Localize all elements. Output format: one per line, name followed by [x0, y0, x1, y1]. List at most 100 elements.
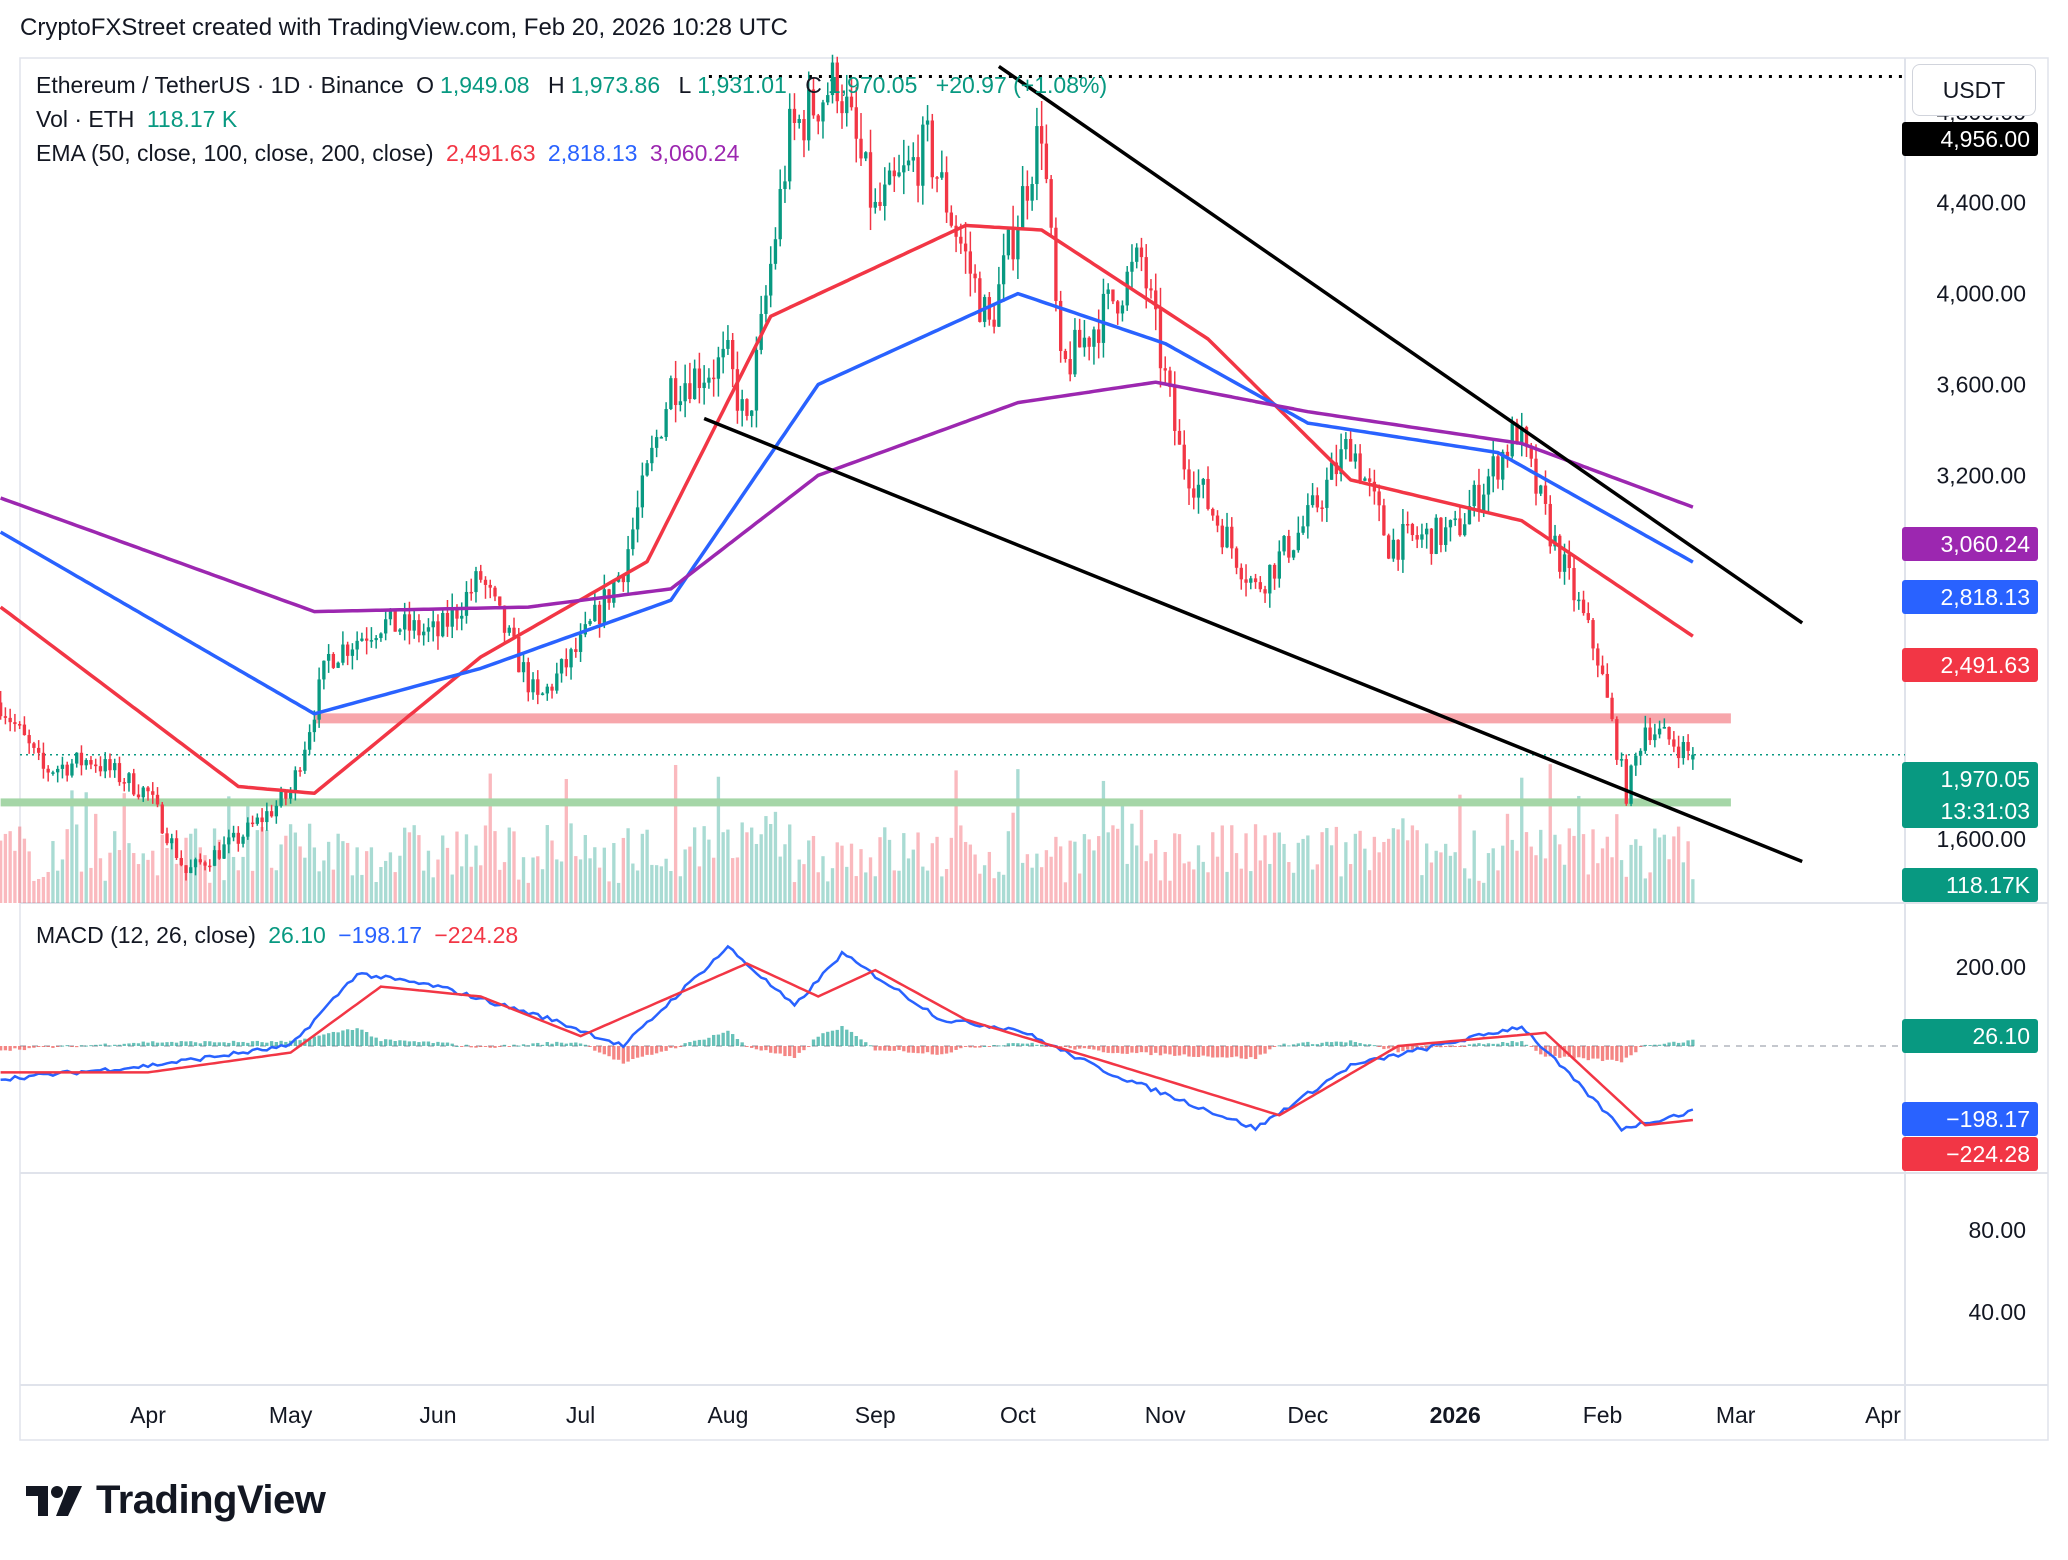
volume-bar: [1173, 833, 1177, 903]
candle-body: [916, 157, 920, 186]
volume-bar: [1272, 832, 1277, 903]
volume-bar: [1135, 845, 1139, 903]
volume-bar: [1139, 809, 1144, 903]
macd-histogram-bar: [1120, 1046, 1125, 1054]
macd-histogram-bar: [1287, 1045, 1291, 1047]
volume-bar: [930, 843, 934, 903]
volume-bar: [1415, 830, 1419, 903]
candle-body: [151, 791, 155, 795]
open-label: O: [416, 72, 435, 98]
candle-body: [1025, 186, 1030, 201]
volume-bar: [1020, 862, 1025, 903]
volume-bar: [830, 868, 835, 903]
macd-histogram-bar: [1482, 1044, 1486, 1046]
ema-label[interactable]: EMA (50, close, 100, close, 200, close): [36, 140, 434, 166]
macd-histogram-bar: [1016, 1043, 1020, 1046]
volume-bar: [1562, 864, 1567, 903]
candle-body: [973, 273, 977, 279]
macd-histogram-bar: [1348, 1040, 1353, 1046]
volume-bar: [1686, 841, 1690, 903]
candle-body: [1458, 518, 1462, 536]
macd-histogram-bar: [840, 1026, 844, 1046]
volume-bar: [1615, 814, 1619, 903]
volume-bar: [288, 824, 293, 903]
volume-bar: [1158, 880, 1163, 903]
candle-body: [1648, 727, 1652, 741]
volume-bar: [949, 837, 953, 903]
volume-bar: [645, 829, 649, 903]
macd-histogram-bar: [769, 1046, 773, 1053]
candle-body: [1410, 524, 1415, 536]
volume-bar: [174, 863, 179, 903]
low-number: 1,931.01: [697, 72, 787, 98]
candle-body: [1558, 535, 1562, 572]
candle-body: [1272, 564, 1277, 579]
macd-histogram-bar: [1320, 1042, 1324, 1046]
candle-body: [0, 702, 3, 717]
price-tick-label: 3,200.00: [1936, 462, 2026, 488]
volume-bar: [331, 869, 336, 903]
volume-bar: [1120, 804, 1125, 903]
candle-body: [726, 339, 730, 349]
macd-histogram-bar: [1657, 1044, 1662, 1046]
volume-bar: [1691, 879, 1695, 903]
currency-button[interactable]: USDT: [1912, 64, 2036, 116]
candle-body: [136, 794, 141, 798]
macd-histogram-bar: [1063, 1046, 1068, 1047]
volume-bar: [336, 833, 340, 903]
volume-bar: [1467, 878, 1472, 903]
macd-histogram-bar: [1035, 1044, 1039, 1046]
macd-histogram-bar: [1596, 1046, 1600, 1059]
candle-body: [1282, 535, 1286, 552]
macd-histogram-bar: [645, 1046, 649, 1055]
macd-label[interactable]: MACD (12, 26, close): [36, 922, 256, 948]
high-value: H 1,973.86: [548, 72, 666, 98]
volume-bar: [997, 871, 1001, 903]
macd-histogram-bar: [873, 1046, 877, 1051]
volume-bar: [1291, 872, 1296, 903]
volume-bar: [431, 877, 435, 903]
volume-bar: [1249, 871, 1253, 903]
macd-histogram-bar: [1325, 1041, 1329, 1046]
macd-histogram-bar: [212, 1042, 217, 1046]
volume-bar: [745, 832, 749, 903]
macd-histogram-bar: [930, 1046, 934, 1055]
macd-histogram-bar: [992, 1044, 996, 1046]
volume-bar: [602, 847, 606, 903]
volume-bar: [878, 837, 882, 903]
candle-body: [1296, 532, 1300, 551]
volume-label[interactable]: Vol · ETH: [36, 106, 135, 132]
symbol-label[interactable]: Ethereum / TetherUS · 1D · Binance: [36, 72, 404, 98]
volume-bar: [350, 875, 355, 903]
macd-histogram-bar: [1130, 1046, 1134, 1053]
candle-body: [1686, 742, 1690, 751]
volume-bar: [1177, 834, 1182, 903]
candle-body: [578, 634, 583, 652]
volume-bar: [559, 861, 564, 903]
macd-histogram-bar: [1629, 1046, 1633, 1056]
candle-body: [635, 507, 640, 530]
candle-body: [1619, 759, 1624, 761]
macd-histogram-bar: [355, 1028, 359, 1046]
macd-histogram-bar: [1116, 1046, 1120, 1053]
volume-bar: [89, 867, 93, 903]
tradingview-brand[interactable]: TradingView: [24, 1478, 326, 1523]
macd-histogram-bar: [8, 1046, 12, 1051]
candle-body: [574, 649, 578, 652]
candle-body: [1543, 485, 1548, 504]
macd-histogram-bar: [1672, 1041, 1676, 1046]
volume-bar: [640, 833, 645, 903]
candle-body: [697, 368, 702, 389]
macd-histogram-bar: [982, 1045, 987, 1047]
macd-histogram-bar: [1206, 1046, 1210, 1057]
macd-legend: MACD (12, 26, close) 26.10 −198.17 −224.…: [36, 922, 524, 949]
candle-body: [312, 719, 317, 733]
macd-histogram-bar: [578, 1043, 583, 1046]
macd-histogram-bar: [307, 1039, 312, 1046]
candle-body: [830, 62, 835, 96]
candle-body: [1201, 478, 1205, 485]
volume-bar: [849, 843, 854, 903]
volume-bar: [564, 778, 568, 903]
candle-body: [788, 108, 792, 182]
